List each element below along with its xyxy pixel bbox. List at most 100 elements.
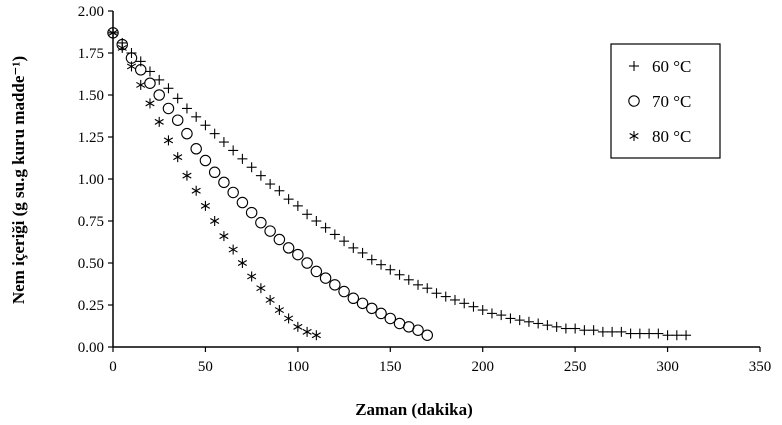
data-point	[162, 102, 175, 115]
series-layer	[107, 27, 692, 341]
x-tick-label: 0	[109, 359, 117, 375]
data-point	[218, 137, 229, 148]
series-plus	[108, 27, 692, 341]
data-point	[310, 265, 323, 278]
data-point	[228, 145, 239, 156]
data-point	[468, 301, 479, 312]
y-tick-label: 0.00	[78, 340, 104, 356]
x-tick-label: 250	[564, 359, 587, 375]
y-tick-label: 2.00	[78, 4, 104, 20]
data-point	[199, 154, 212, 167]
data-point	[302, 209, 313, 220]
data-point	[283, 194, 294, 205]
data-point	[412, 324, 424, 336]
data-point	[181, 103, 192, 114]
legend-marker-asterisk	[629, 131, 639, 141]
data-point	[385, 264, 396, 275]
data-point	[339, 236, 350, 247]
series-asterisk	[108, 27, 321, 341]
data-point	[607, 326, 618, 337]
data-point	[653, 328, 664, 339]
data-point	[302, 326, 312, 337]
data-point	[357, 247, 368, 258]
data-point	[588, 325, 599, 336]
data-point	[219, 231, 229, 242]
data-point	[264, 225, 276, 237]
data-point	[625, 328, 636, 339]
data-point	[533, 318, 544, 329]
data-point	[542, 320, 553, 331]
data-point	[108, 27, 118, 38]
data-point	[319, 272, 332, 284]
data-point	[413, 279, 424, 290]
data-point	[394, 269, 405, 280]
data-point	[384, 312, 397, 325]
data-point	[366, 254, 377, 265]
data-point	[348, 242, 359, 253]
data-point	[403, 274, 414, 285]
data-point	[145, 98, 155, 109]
data-point	[329, 229, 340, 240]
data-point	[134, 64, 147, 76]
data-point	[293, 321, 303, 332]
x-tick-label: 50	[198, 359, 213, 375]
data-point	[210, 216, 220, 226]
data-point	[227, 186, 239, 199]
y-tick-label: 1.75	[78, 46, 104, 62]
data-point	[292, 248, 304, 261]
data-point	[190, 143, 202, 155]
data-point	[560, 323, 571, 334]
data-point	[422, 283, 433, 294]
x-tick-label: 300	[656, 359, 679, 375]
data-point	[311, 330, 321, 341]
data-point	[431, 288, 442, 299]
legend-label: 60 °C	[652, 57, 691, 76]
x-axis-ticks: 0 50 100 150 200 250 300 350	[109, 347, 771, 375]
data-point	[255, 170, 266, 181]
data-point	[153, 89, 165, 101]
data-point	[356, 297, 369, 310]
data-point	[366, 302, 378, 315]
data-point	[292, 200, 303, 211]
data-point	[273, 233, 286, 246]
data-point	[144, 66, 155, 77]
data-point	[154, 116, 164, 127]
data-point	[107, 27, 119, 39]
data-point	[597, 326, 608, 337]
legend-label: 80 °C	[652, 127, 691, 146]
data-point	[265, 179, 276, 190]
y-tick-label: 0.75	[78, 214, 104, 230]
data-point	[421, 329, 434, 341]
y-axis-ticks: 0.00 0.25 0.50 0.75 1.00 1.25 1.50 1.75 2.00	[78, 4, 113, 356]
data-point	[245, 206, 258, 219]
y-tick-label: 0.25	[78, 298, 104, 314]
data-point	[274, 185, 285, 196]
data-point	[486, 308, 497, 319]
data-point	[311, 216, 322, 226]
data-point	[154, 74, 165, 85]
data-point	[237, 153, 248, 164]
data-point	[662, 330, 673, 341]
x-axis-title: Zaman (dakika)	[355, 400, 473, 419]
data-point	[282, 242, 295, 254]
x-tick-label: 200	[471, 359, 494, 375]
data-point	[284, 313, 294, 324]
y-tick-label: 1.25	[78, 130, 104, 146]
data-point	[523, 316, 534, 327]
data-point	[570, 323, 581, 334]
data-point	[172, 93, 183, 104]
data-point	[477, 305, 488, 316]
data-point	[347, 292, 360, 305]
legend-marker-circle	[628, 95, 640, 107]
data-point	[236, 196, 249, 209]
data-point	[191, 111, 202, 122]
y-tick-label: 0.50	[78, 256, 104, 272]
y-tick-label: 1.50	[78, 88, 104, 104]
data-point	[163, 83, 174, 94]
data-point	[505, 313, 516, 324]
data-point	[459, 298, 470, 309]
data-point	[681, 330, 692, 341]
y-axis-title: Nem içeriği (g su.g kuru madde⁻¹)	[9, 56, 28, 304]
data-point	[338, 285, 350, 298]
